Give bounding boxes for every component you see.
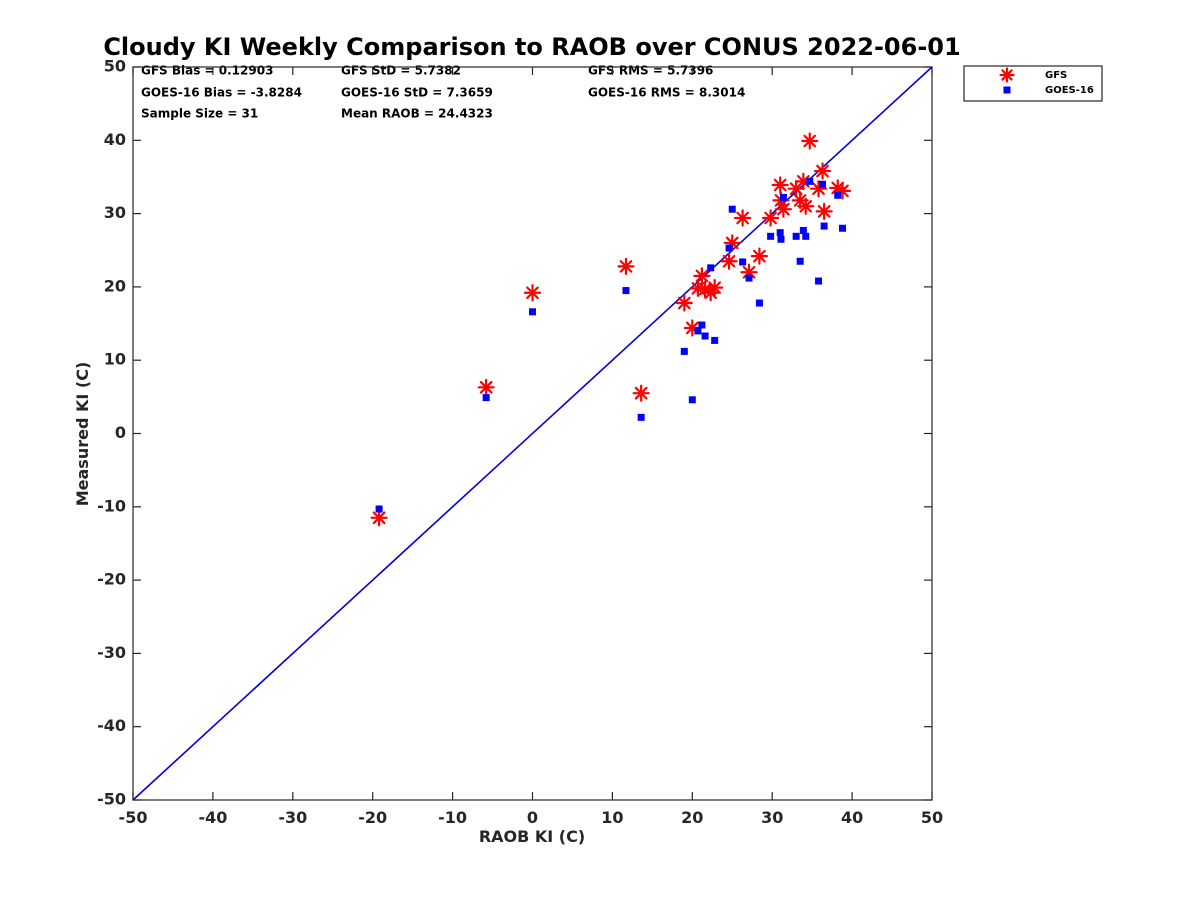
x-tick-label: 20	[681, 808, 703, 827]
gfs-point	[706, 279, 724, 297]
goes16-point	[767, 232, 775, 240]
stat-text: GFS Bias = 0.12903	[141, 64, 273, 78]
goes16-point	[815, 277, 823, 285]
goes16-point	[755, 299, 763, 307]
goes16-point	[799, 226, 807, 234]
legend-gfs-marker	[999, 67, 1015, 83]
goes16-point	[637, 413, 645, 421]
stat-text: GOES-16 Bias = -3.8284	[141, 86, 302, 100]
gfs-point	[801, 132, 819, 150]
y-axis-ticks: -50 -40 -30 -20 -10 0 10 20 30 40 50	[97, 57, 932, 809]
stat-text: Mean RAOB = 24.4323	[341, 107, 493, 121]
gfs-point	[477, 378, 495, 396]
x-tick-label: 50	[921, 808, 943, 827]
x-tick-label: 10	[601, 808, 623, 827]
y-tick-label: -20	[97, 570, 126, 589]
goes16-point	[529, 308, 536, 316]
chart-title: Cloudy KI Weekly Comparison to RAOB over…	[103, 33, 960, 61]
gfs-point	[617, 257, 635, 275]
goes16-point	[820, 222, 828, 230]
goes16-point	[796, 257, 804, 265]
goes16-point	[701, 332, 709, 340]
x-axis-ticks: -50 -40 -30 -20 -10 0 10 20 30 40 50	[119, 67, 943, 827]
goes16-point	[745, 274, 753, 282]
reference-line-group	[132, 66, 933, 801]
gfs-point	[774, 200, 792, 218]
gfs-point	[523, 284, 542, 302]
goes16-point	[806, 177, 814, 185]
goes16-point	[728, 205, 736, 213]
gfs-point	[720, 252, 738, 270]
y-tick-label: 20	[104, 276, 126, 295]
gfs-point	[815, 202, 833, 221]
stat-text: GFS RMS = 5.7396	[588, 64, 713, 78]
gfs-point	[797, 197, 815, 215]
legend-box	[963, 65, 1103, 102]
goes16-point	[739, 258, 747, 266]
y-tick-label: 0	[115, 423, 126, 442]
legend-goes16-label: GOES-16	[1045, 85, 1094, 96]
y-tick-label: -50	[97, 790, 126, 809]
goes16-point	[698, 321, 706, 329]
goes16-point	[482, 394, 490, 402]
series-goes16	[375, 177, 847, 513]
goes16-point	[680, 347, 688, 355]
x-tick-label: 40	[841, 808, 863, 827]
x-tick-label: -20	[358, 808, 387, 827]
gfs-point	[750, 247, 769, 265]
y-axis-label: Measured KI (C)	[73, 362, 92, 507]
stat-text: GFS StD = 5.7382	[341, 64, 461, 78]
stat-text: GOES-16 RMS = 8.3014	[588, 86, 745, 100]
y-tick-label: 40	[104, 130, 126, 149]
x-tick-label: -10	[438, 808, 467, 827]
legend-gfs-label: GFS	[1045, 70, 1067, 81]
gfs-point	[675, 294, 693, 312]
goes16-point	[839, 224, 847, 232]
gfs-point	[370, 509, 388, 527]
goes16-point	[688, 396, 696, 404]
y-tick-label: 10	[104, 350, 126, 369]
goes16-point	[707, 264, 715, 272]
goes16-point	[694, 327, 702, 335]
goes16-point	[834, 191, 842, 199]
x-axis-label: RAOB KI (C)	[479, 827, 585, 846]
stat-text: GOES-16 StD = 7.3659	[341, 86, 493, 100]
goes16-point	[776, 229, 784, 237]
x-tick-label: -30	[278, 808, 307, 827]
goes16-point	[779, 193, 787, 201]
series-gfs	[370, 132, 852, 527]
y-tick-label: -30	[97, 643, 126, 662]
legend-items: GFS GOES-16	[999, 67, 1094, 96]
goes16-point	[622, 287, 630, 295]
stats-block: GFS Bias = 0.12903 GFS StD = 5.7382 GFS RM…	[141, 64, 745, 121]
goes16-point	[792, 232, 800, 240]
y-tick-label: 50	[104, 57, 126, 76]
stat-text: Sample Size = 31	[141, 107, 258, 121]
gfs-point	[632, 384, 650, 402]
x-tick-label: 0	[527, 808, 538, 827]
y-tick-label: -10	[97, 496, 126, 515]
goes16-point	[802, 232, 810, 240]
goes16-point	[819, 180, 827, 188]
x-tick-label: -40	[198, 808, 227, 827]
y-tick-label: 30	[104, 203, 126, 222]
legend-goes16-marker	[1003, 86, 1011, 94]
x-tick-label: -50	[119, 808, 148, 827]
gfs-point	[771, 176, 789, 194]
gfs-point	[734, 209, 752, 227]
gfs-point	[762, 209, 780, 227]
gfs-point	[813, 162, 832, 180]
one-to-one-line	[132, 66, 933, 801]
legend: GFS GOES-16	[963, 65, 1103, 102]
gfs-point	[693, 267, 711, 285]
goes16-point	[725, 244, 733, 252]
goes16-point	[711, 336, 719, 344]
goes16-point	[375, 505, 383, 513]
goes16-point	[777, 235, 785, 243]
y-tick-label: -40	[97, 716, 126, 735]
x-tick-label: 30	[761, 808, 783, 827]
